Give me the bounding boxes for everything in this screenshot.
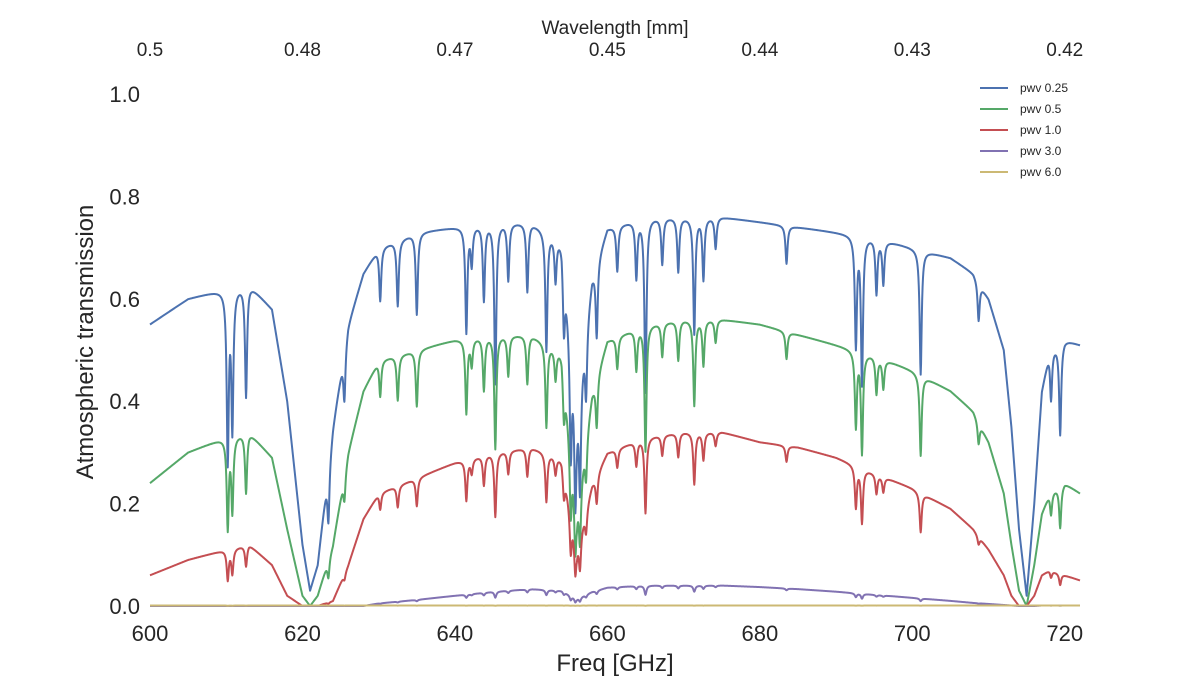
legend-label: pwv 0.5 (1020, 102, 1062, 116)
legend: pwv 0.25 pwv 0.5 pwv 1.0 pwv 3.0 pwv 6.0 (980, 81, 1068, 179)
y-tick-label: 1.0 (109, 82, 140, 107)
y-tick-label: 0.0 (109, 594, 140, 619)
top-tick-label: 0.48 (284, 40, 321, 61)
x-tick-label: 720 (1046, 621, 1083, 646)
legend-label: pwv 6.0 (1020, 165, 1062, 179)
y-tick-label: 0.8 (109, 184, 140, 209)
legend-label: pwv 3.0 (1020, 144, 1062, 158)
top-tick-label: 0.43 (894, 40, 931, 61)
top-tick-labels: 0.5 0.48 0.47 0.45 0.44 0.43 0.42 (137, 40, 1083, 61)
y-tick-label: 0.2 (109, 492, 140, 517)
top-tick-label: 0.5 (137, 40, 163, 61)
x-tick-label: 600 (132, 621, 169, 646)
x-tick-label: 640 (437, 621, 474, 646)
y-axis-label: Atmospheric transmission (72, 205, 99, 480)
top-tick-label: 0.44 (741, 40, 778, 61)
x-tick-label: 680 (741, 621, 778, 646)
x-tick-label: 700 (894, 621, 931, 646)
y-tick-label: 0.4 (109, 389, 140, 414)
legend-label: pwv 1.0 (1020, 123, 1062, 137)
series-line-1 (149, 319, 1081, 607)
plot-lines (149, 217, 1081, 607)
bottom-tick-labels: 600 620 640 660 680 700 720 (132, 621, 1083, 646)
top-tick-label: 0.45 (589, 40, 626, 61)
top-axis-label: Wavelength [mm] (541, 18, 688, 39)
top-tick-label: 0.47 (436, 40, 473, 61)
y-tick-labels: 0.0 0.2 0.4 0.6 0.8 1.0 (109, 82, 140, 619)
y-tick-label: 0.6 (109, 287, 140, 312)
series-line-0 (149, 217, 1081, 597)
legend-label: pwv 0.25 (1020, 81, 1068, 95)
x-axis-label: Freq [GHz] (556, 650, 673, 677)
top-tick-label: 0.42 (1046, 40, 1083, 61)
x-tick-label: 660 (589, 621, 626, 646)
x-tick-label: 620 (284, 621, 321, 646)
